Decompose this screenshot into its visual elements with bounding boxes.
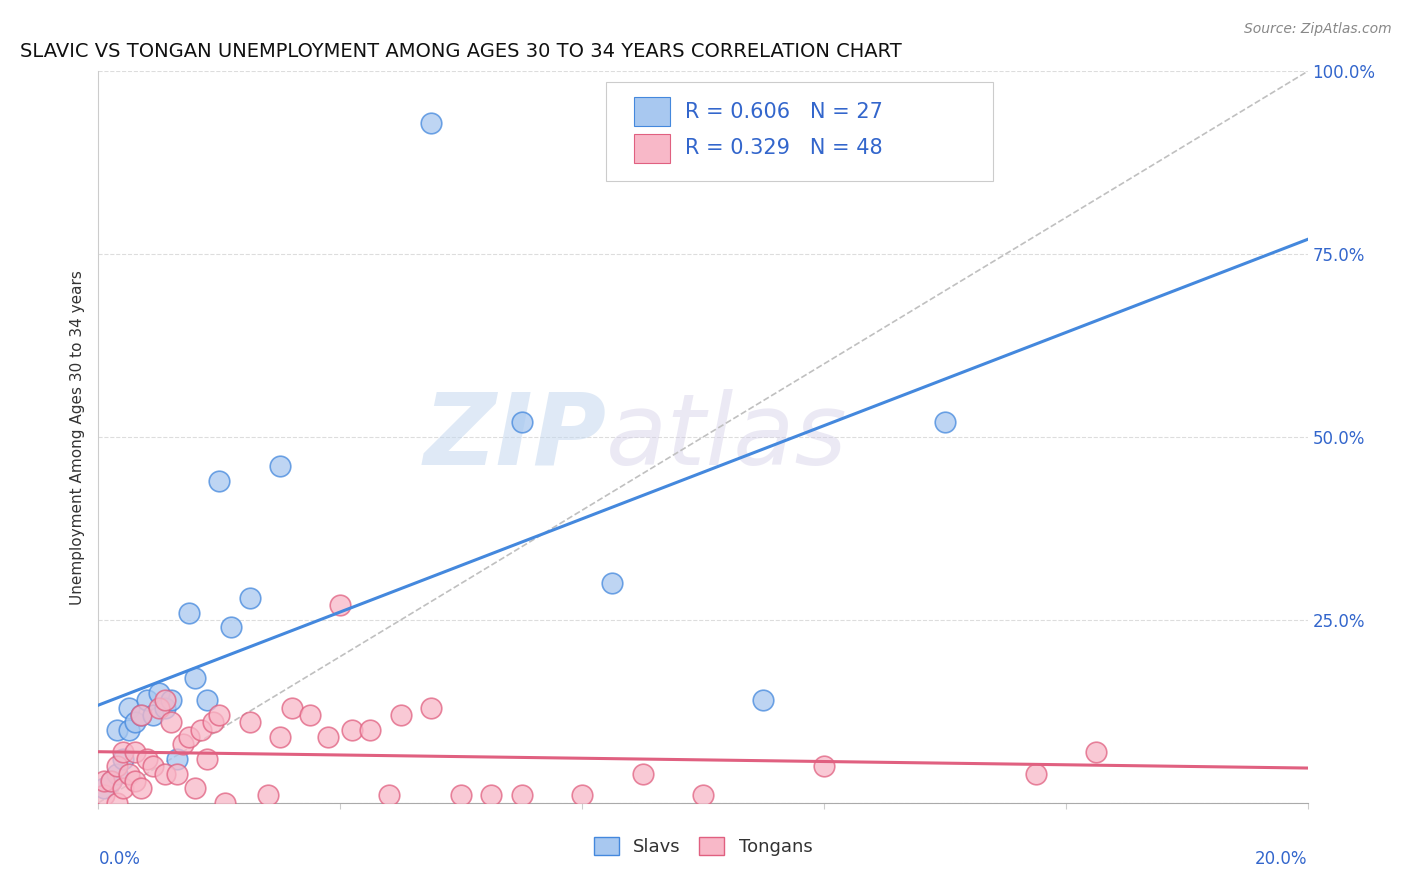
Bar <box>634 134 671 162</box>
Point <box>329 599 352 613</box>
Point <box>214 796 236 810</box>
Text: ZIP: ZIP <box>423 389 606 485</box>
Point <box>153 766 176 780</box>
Point <box>118 766 141 780</box>
Point <box>160 693 183 707</box>
Point <box>752 693 775 707</box>
Point <box>142 708 165 723</box>
Point <box>160 715 183 730</box>
Point <box>221 620 243 634</box>
Point <box>208 474 231 488</box>
Point <box>813 759 835 773</box>
Point <box>1024 766 1046 780</box>
Point <box>389 708 412 723</box>
Point <box>195 752 218 766</box>
Point <box>105 766 128 780</box>
Point <box>934 416 956 430</box>
Point <box>105 759 128 773</box>
Point <box>118 700 141 714</box>
Point <box>124 745 146 759</box>
FancyBboxPatch shape <box>606 82 993 181</box>
Text: SLAVIC VS TONGAN UNEMPLOYMENT AMONG AGES 30 TO 34 YEARS CORRELATION CHART: SLAVIC VS TONGAN UNEMPLOYMENT AMONG AGES… <box>20 43 901 62</box>
Legend: Slavs, Tongans: Slavs, Tongans <box>586 830 820 863</box>
Point <box>118 723 141 737</box>
Text: Source: ZipAtlas.com: Source: ZipAtlas.com <box>1244 22 1392 37</box>
Point <box>184 672 207 686</box>
Point <box>153 693 176 707</box>
Point <box>135 752 157 766</box>
Point <box>195 693 218 707</box>
Point <box>111 752 134 766</box>
Point <box>269 730 291 744</box>
Point <box>129 708 152 723</box>
Point <box>93 781 115 796</box>
Text: R = 0.606   N = 27: R = 0.606 N = 27 <box>685 102 883 121</box>
Point <box>148 700 170 714</box>
Point <box>148 686 170 700</box>
Bar <box>634 97 671 126</box>
Point <box>692 789 714 803</box>
Point <box>420 115 443 129</box>
Point <box>269 459 291 474</box>
Text: 0.0%: 0.0% <box>98 850 141 868</box>
Point <box>166 752 188 766</box>
Point <box>450 789 472 803</box>
Point <box>93 789 115 803</box>
Point <box>510 416 533 430</box>
Point <box>281 700 304 714</box>
Point <box>179 730 201 744</box>
Point <box>208 708 231 723</box>
Point <box>166 766 188 780</box>
Point <box>184 781 207 796</box>
Point <box>377 789 399 803</box>
Point <box>1085 745 1108 759</box>
Point <box>510 789 533 803</box>
Point <box>153 700 176 714</box>
Text: atlas: atlas <box>606 389 848 485</box>
Point <box>105 796 128 810</box>
Point <box>124 715 146 730</box>
Point <box>420 700 443 714</box>
Point <box>571 789 593 803</box>
Point <box>299 708 322 723</box>
Point <box>105 723 128 737</box>
Point <box>256 789 278 803</box>
Point <box>360 723 382 737</box>
Point <box>111 745 134 759</box>
Point <box>111 781 134 796</box>
Point <box>481 789 503 803</box>
Point <box>239 591 262 605</box>
Point <box>631 766 654 780</box>
Y-axis label: Unemployment Among Ages 30 to 34 years: Unemployment Among Ages 30 to 34 years <box>70 269 86 605</box>
Point <box>124 773 146 788</box>
Point <box>93 773 115 788</box>
Point <box>100 773 122 788</box>
Text: R = 0.329   N = 48: R = 0.329 N = 48 <box>685 138 883 158</box>
Point <box>602 576 624 591</box>
Point <box>179 606 201 620</box>
Point <box>342 723 364 737</box>
Text: 20.0%: 20.0% <box>1256 850 1308 868</box>
Point <box>239 715 262 730</box>
Point <box>316 730 339 744</box>
Point <box>100 773 122 788</box>
Point <box>129 708 152 723</box>
Point <box>135 693 157 707</box>
Point <box>142 759 165 773</box>
Point <box>190 723 212 737</box>
Point <box>172 737 194 751</box>
Point <box>129 781 152 796</box>
Point <box>202 715 225 730</box>
